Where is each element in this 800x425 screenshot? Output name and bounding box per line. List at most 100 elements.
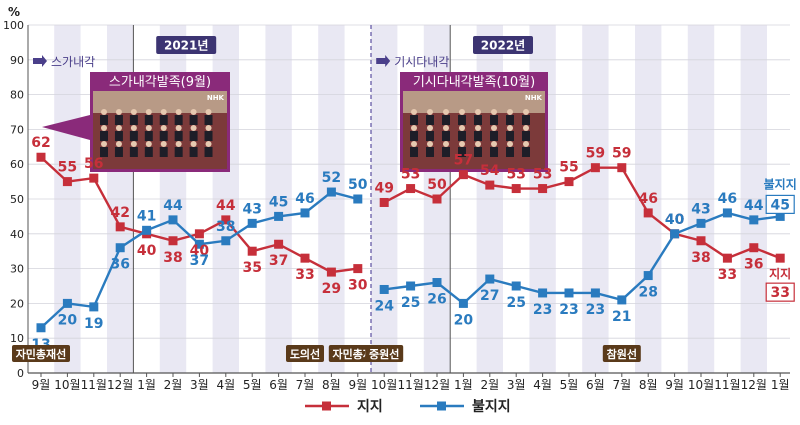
person-head — [443, 109, 449, 115]
person-body — [174, 115, 183, 125]
data-label: 44 — [216, 198, 236, 214]
end-value-nonsupport: 45 — [770, 197, 789, 213]
data-label: 25 — [401, 295, 420, 311]
data-label: 44 — [163, 198, 183, 214]
legend-marker — [437, 401, 446, 411]
y-tick-label: 40 — [10, 228, 24, 241]
person-head — [130, 109, 137, 115]
photo-wall — [403, 91, 545, 113]
person-body — [426, 115, 434, 125]
person-body — [159, 147, 168, 157]
x-tick-label: 6월 — [269, 378, 288, 392]
data-point — [511, 281, 521, 291]
person-body — [490, 115, 498, 125]
watermark-nhk: NHK — [525, 94, 543, 102]
person-body — [490, 131, 498, 141]
callout-pointer — [42, 115, 90, 140]
person-head — [205, 109, 212, 115]
person-body — [189, 131, 198, 141]
data-point — [564, 177, 574, 187]
person-body — [144, 131, 153, 141]
person-body — [426, 147, 434, 157]
data-point — [564, 288, 574, 298]
person-head — [115, 125, 122, 131]
person-head — [523, 141, 529, 147]
person-head — [115, 109, 122, 115]
person-body — [189, 115, 198, 125]
data-point — [538, 288, 548, 298]
end-value-box — [765, 194, 795, 214]
data-label: 50 — [427, 177, 447, 193]
data-label: 38 — [216, 219, 235, 235]
year-label: 2021년 — [164, 39, 208, 53]
data-point — [194, 239, 204, 249]
year-label: 2022년 — [481, 39, 525, 53]
data-point — [247, 218, 257, 228]
person-body — [426, 131, 434, 141]
data-point — [274, 211, 284, 221]
data-point — [722, 208, 732, 218]
data-label: 42 — [110, 205, 129, 221]
data-label: 46 — [638, 191, 657, 207]
data-point — [458, 298, 468, 308]
data-label: 52 — [322, 170, 341, 186]
person-head — [205, 125, 212, 131]
data-label: 20 — [454, 312, 474, 328]
y-unit: % — [8, 5, 20, 19]
y-tick-label: 10 — [10, 332, 24, 345]
data-point — [221, 236, 231, 246]
data-label: 53 — [533, 167, 552, 183]
person-head — [190, 109, 197, 115]
person-head — [411, 141, 417, 147]
data-point — [194, 229, 204, 239]
data-point — [406, 184, 416, 194]
person-head — [160, 141, 167, 147]
person-body — [490, 147, 498, 157]
y-tick-label: 70 — [10, 123, 24, 136]
person-head — [130, 141, 137, 147]
end-value-support: 33 — [770, 285, 789, 301]
person-body — [474, 131, 482, 141]
data-label: 53 — [506, 167, 525, 183]
data-point — [89, 302, 99, 312]
data-label: 25 — [506, 295, 525, 311]
person-body — [442, 131, 450, 141]
y-tick-label: 90 — [10, 54, 24, 67]
data-label: 57 — [454, 153, 473, 169]
data-label: 37 — [269, 253, 288, 269]
x-tick-label: 1월 — [137, 378, 156, 392]
x-tick-label: 7월 — [296, 378, 315, 392]
person-head — [101, 141, 107, 147]
person-head — [491, 141, 497, 147]
data-point — [749, 243, 759, 253]
event-badge — [286, 345, 324, 362]
person-head — [491, 125, 497, 131]
x-tick-label: 12월 — [424, 378, 450, 392]
x-tick-label: 2월 — [480, 378, 499, 392]
data-point — [432, 278, 442, 288]
x-tick-label: 10월 — [688, 378, 714, 392]
cabinet-photos: NHK 스가내각발족(9월) NHK 기시다내각발족(10월) — [42, 72, 548, 172]
x-tick-label: 7월 — [612, 378, 631, 392]
data-label: 23 — [586, 302, 605, 318]
data-label: 26 — [427, 292, 446, 308]
data-point — [590, 288, 600, 298]
data-point — [749, 215, 759, 225]
person-head — [475, 109, 481, 115]
x-tick-label: 9월 — [32, 378, 51, 392]
data-label: 46 — [718, 191, 737, 207]
y-tick-label: 100 — [3, 19, 24, 32]
person-head — [101, 125, 107, 131]
legend-marker — [322, 401, 331, 411]
data-point — [458, 170, 468, 180]
person-body — [144, 115, 153, 125]
event-label: 중원선 — [369, 347, 399, 361]
person-body — [100, 115, 108, 125]
data-label: 59 — [612, 146, 631, 162]
person-body — [410, 115, 418, 125]
person-head — [130, 125, 137, 131]
person-body — [189, 147, 198, 157]
person-body — [522, 131, 530, 141]
person-head — [427, 125, 433, 131]
data-point — [221, 215, 231, 225]
